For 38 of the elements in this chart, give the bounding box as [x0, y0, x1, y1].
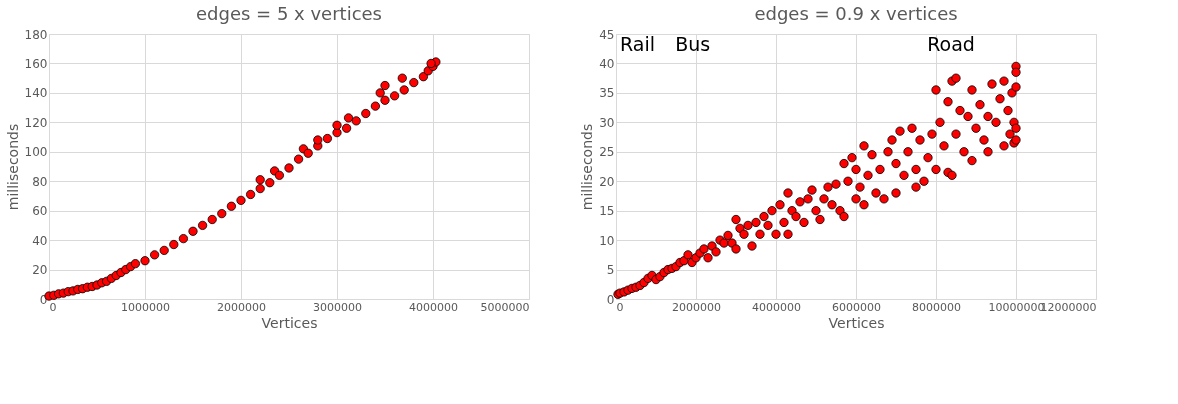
y-tick-label: 10	[599, 233, 615, 248]
x-tick-label: 0	[49, 300, 57, 314]
y-tick-label: 45	[599, 27, 615, 42]
x-tick-label: 2000000	[672, 300, 721, 314]
y-tick-label: 180	[24, 27, 48, 42]
x-tick-label: 1000000	[121, 300, 170, 314]
annotation: Rail	[620, 33, 655, 55]
chart-title: edges = 0.9 x vertices	[754, 3, 958, 24]
annotation: Bus	[675, 33, 711, 55]
x-axis-title: Vertices	[261, 314, 318, 331]
y-tick-label: 20	[32, 263, 48, 278]
y-tick-label: 30	[599, 115, 615, 130]
x-tick-label: 6000000	[832, 300, 881, 314]
x-tick-label: 4000000	[752, 300, 801, 314]
y-tick-label: 140	[24, 86, 48, 101]
y-tick-label: 160	[24, 56, 48, 71]
y-tick-label: 120	[24, 115, 48, 130]
x-tick-label: 4000000	[409, 300, 458, 314]
y-tick-label: 25	[599, 145, 615, 160]
y-tick-label: 60	[32, 204, 48, 219]
x-tick-label: 5000000	[480, 300, 530, 314]
x-tick-label: 2000000	[217, 300, 266, 314]
x-axis-title: Vertices	[828, 314, 885, 331]
annotation: Road	[927, 33, 975, 55]
y-tick-label: 5	[606, 263, 615, 278]
y-tick-label: 20	[599, 174, 615, 189]
y-axis-title: milliseconds	[579, 123, 596, 211]
y-axis-title: milliseconds	[4, 123, 21, 211]
y-tick-label: 35	[599, 86, 615, 101]
x-tick-label: 8000000	[912, 300, 961, 314]
y-tick-label: 80	[32, 174, 48, 189]
x-tick-label: 0	[616, 300, 624, 314]
chart-title: edges = 5 x vertices	[196, 3, 382, 24]
x-tick-label: 3000000	[313, 300, 362, 314]
y-tick-label: 15	[599, 204, 615, 219]
y-tick-label: 100	[24, 145, 48, 160]
y-tick-label: 40	[599, 56, 615, 71]
y-tick-label: 40	[32, 233, 48, 248]
